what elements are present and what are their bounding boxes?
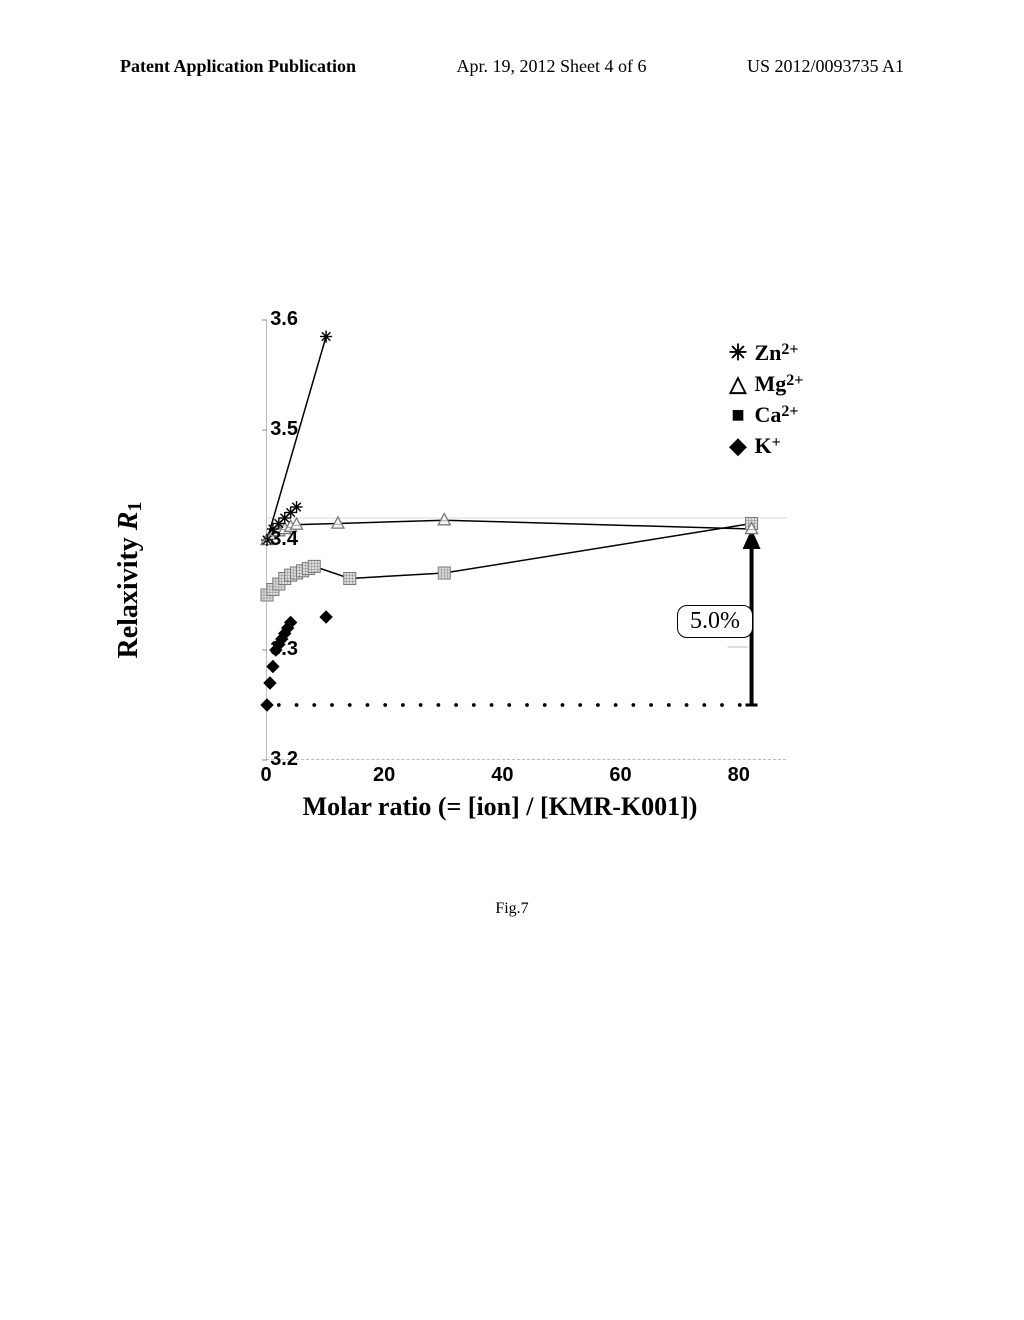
header-left: Patent Application Publication (120, 56, 356, 77)
relaxivity-chart: Relaxivity R1 ✳ Zn2+△ Mg2+■ Ca2+◆ K+ 5.0… (170, 300, 830, 860)
legend-symbol-icon: △ (727, 370, 749, 398)
legend-name: K (755, 433, 772, 458)
figure-caption: Fig.7 (0, 900, 1024, 918)
x-tick-label: 20 (364, 764, 404, 787)
x-tick-label: 40 (482, 764, 522, 787)
y-tick-label: 3.4 (242, 528, 298, 551)
y-axis-label-text: Relaxivity (113, 530, 144, 658)
legend-symbol-icon: ✳ (727, 339, 749, 367)
header-mid: Apr. 19, 2012 Sheet 4 of 6 (457, 56, 647, 77)
legend-charge: + (772, 434, 781, 451)
x-axis-label: Molar ratio (= [ion] / [KMR-K001]) (303, 792, 698, 822)
legend-charge: 2+ (781, 403, 798, 420)
legend-name: Ca (755, 402, 782, 427)
legend-item-zn: ✳ Zn2+ (727, 336, 803, 367)
legend-symbol-icon: ◆ (727, 432, 749, 460)
plot-svg (267, 320, 787, 760)
y-tick-label: 3.6 (242, 308, 298, 331)
header-right: US 2012/0093735 A1 (747, 56, 904, 77)
page-header: Patent Application Publication Apr. 19, … (0, 56, 1024, 77)
y-axis-label-var: R (113, 512, 144, 531)
legend-name: Zn (755, 340, 782, 365)
legend-item-ca: ■ Ca2+ (727, 398, 803, 429)
y-tick-label: 3.3 (242, 638, 298, 661)
legend-charge: 2+ (786, 372, 803, 389)
callout-text: 5.0% (690, 608, 740, 634)
legend-name: Mg (755, 371, 787, 396)
legend: ✳ Zn2+△ Mg2+■ Ca2+◆ K+ (727, 336, 803, 460)
x-tick-label: 80 (719, 764, 759, 787)
plot-area: ✳ Zn2+△ Mg2+■ Ca2+◆ K+ 5.0% (266, 320, 786, 760)
percent-callout: 5.0% (677, 605, 753, 638)
y-axis-label: Relaxivity R1 (113, 502, 147, 659)
x-tick-label: 60 (601, 764, 641, 787)
y-axis-label-sub: 1 (124, 502, 146, 512)
legend-symbol-icon: ■ (727, 401, 749, 429)
legend-charge: 2+ (781, 341, 798, 358)
y-tick-label: 3.5 (242, 418, 298, 441)
legend-item-k: ◆ K+ (727, 429, 803, 460)
x-tick-label: 0 (246, 764, 286, 787)
legend-item-mg: △ Mg2+ (727, 367, 803, 398)
